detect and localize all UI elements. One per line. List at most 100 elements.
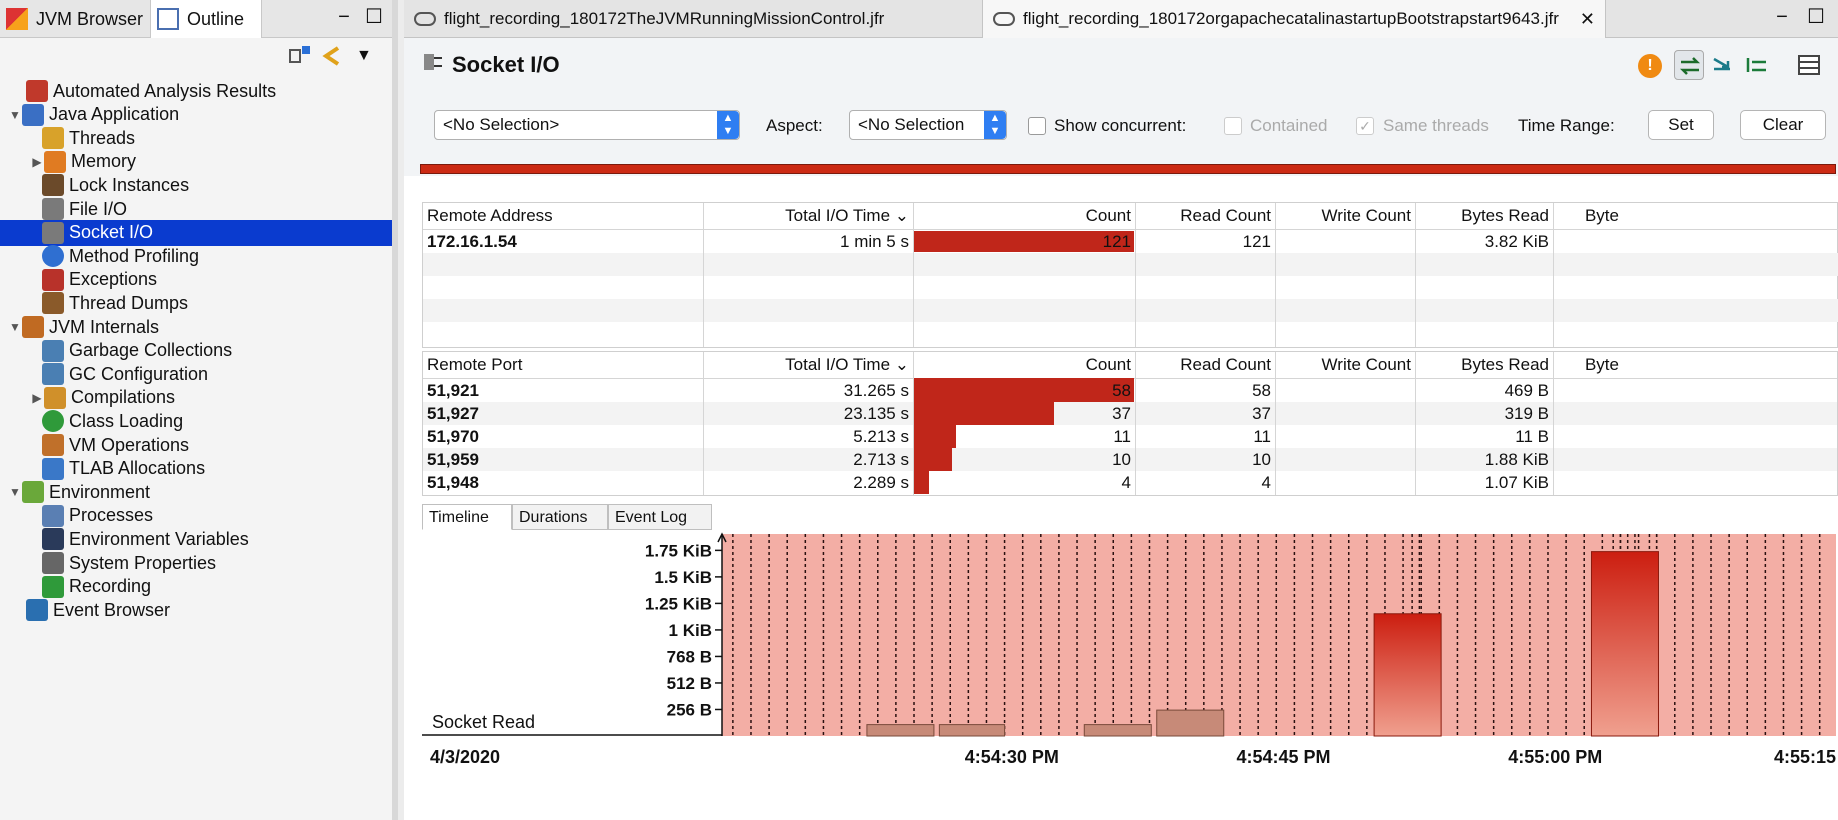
tree-item-class-loading[interactable]: Class Loading (0, 408, 392, 434)
tree-item-tlab-allocations[interactable]: TLAB Allocations (0, 456, 392, 482)
collapse-icon[interactable]: ▼ (9, 107, 21, 122)
tree-item-label: Compilations (71, 387, 176, 408)
date-label: 4/3/2020 (430, 747, 500, 767)
selection-combo[interactable]: <No Selection> ▲ ▼ (434, 110, 740, 140)
show-flow-icon[interactable] (1674, 50, 1704, 80)
show-outgoing-icon[interactable] (1742, 50, 1772, 80)
threads-icon (42, 127, 64, 150)
port-cell-time: 2.713 s (853, 450, 909, 469)
tree-item-file-i-o[interactable]: File I/O (0, 196, 392, 222)
address-header-1[interactable]: Total I/O Time ⌄ (785, 206, 909, 225)
tree-item-socket-i-o[interactable]: Socket I/O (0, 219, 392, 246)
address-header-2[interactable]: Count (1085, 206, 1131, 225)
address-header-6[interactable]: Byte (1584, 206, 1619, 225)
tree-item-java-application[interactable]: ▼ Java Application (0, 102, 392, 128)
table-row[interactable] (423, 425, 1837, 448)
link-editor-icon[interactable] (286, 42, 316, 72)
close-tab-icon[interactable]: ✕ (1579, 8, 1595, 29)
tree-item-gc-configuration[interactable]: GC Configuration (0, 361, 392, 387)
chart-bar-1 (938, 724, 1006, 737)
maximize-icon[interactable]: ☐ (365, 6, 383, 28)
address-cell-key: 172.16.1.54 (427, 232, 517, 251)
port-header-4[interactable]: Write Count (1321, 355, 1411, 374)
tree-item-label: VM Operations (69, 434, 190, 455)
editor-tab-2[interactable]: flight_recording_180172orgapachecatalina… (982, 0, 1606, 38)
tree-item-lock-instances[interactable]: Lock Instances (0, 172, 392, 198)
collapse-icon[interactable]: ▼ (9, 320, 21, 334)
port-header-3[interactable]: Read Count (1180, 355, 1271, 374)
aspect-label: Aspect: (766, 116, 823, 135)
minimize-icon[interactable]: − (338, 6, 350, 28)
table-row[interactable] (423, 402, 1837, 425)
tree-item-threads[interactable]: Threads (0, 125, 392, 151)
tree-item-vm-operations[interactable]: VM Operations (0, 432, 392, 458)
y-tick-label: 1.5 KiB (654, 568, 712, 587)
tree-item-thread-dumps[interactable]: Thread Dumps (0, 290, 392, 316)
tree-item-memory[interactable]: ▶ Memory (0, 149, 392, 175)
expand-icon[interactable]: ▶ (32, 154, 42, 169)
tree-item-method-profiling[interactable]: Method Profiling (0, 243, 392, 269)
aspect-combo[interactable]: <No Selection ▲ ▼ (849, 110, 1007, 140)
tab-outline[interactable]: Outline (150, 0, 262, 38)
tree-item-environment-variables[interactable]: Environment Variables (0, 526, 392, 552)
tab-timeline[interactable]: Timeline (422, 504, 512, 530)
show-concurrent-checkbox[interactable] (1028, 117, 1046, 135)
tab-durations[interactable]: Durations (512, 504, 608, 530)
row-stripe (423, 253, 1838, 276)
maximize-icon[interactable]: ☐ (1807, 6, 1825, 28)
table-row[interactable] (423, 379, 1837, 402)
tree-item-label: Class Loading (69, 410, 184, 431)
tab-jvm-browser[interactable]: JVM Browser (0, 0, 150, 38)
collapse-icon[interactable]: ▼ (9, 485, 21, 500)
jvm-browser-icon (6, 8, 28, 30)
set-button[interactable]: Set (1648, 110, 1714, 140)
minimize-icon[interactable]: − (1776, 6, 1788, 28)
socket-read-timeline-chart[interactable]: 256 B 512 B 768 B 1 KiB 1.25 KiB 1.5 KiB 1.75 … (404, 530, 1838, 820)
column-divider (1135, 203, 1136, 347)
tab-event-log[interactable]: Event Log (608, 504, 712, 530)
tree-item-exceptions[interactable]: Exceptions (0, 267, 392, 293)
port-header-2[interactable]: Count (1085, 355, 1131, 374)
info-icon[interactable]: ! (1638, 54, 1662, 78)
address-header-3[interactable]: Read Count (1180, 206, 1271, 225)
address-header-4[interactable]: Write Count (1321, 206, 1411, 225)
tree-item-compilations[interactable]: ▶ Compilations (0, 385, 392, 411)
address-header-5[interactable]: Bytes Read (1461, 206, 1549, 225)
table-row[interactable] (423, 471, 1837, 494)
port-header-6[interactable]: Byte (1584, 355, 1619, 374)
tree-item-processes[interactable]: Processes (0, 503, 392, 529)
port-cell-key: 51,948 (427, 473, 479, 492)
clear-button[interactable]: Clear (1740, 110, 1826, 140)
header-divider (423, 229, 1838, 230)
page-header: Socket I/O ! <No Selection> ▲ ▼ Aspect: <… (404, 38, 1838, 176)
tree-item-automated-analysis-results[interactable]: Automated Analysis Results (0, 78, 392, 104)
table-row[interactable] (423, 448, 1837, 471)
table-settings-icon[interactable] (1796, 52, 1822, 78)
expand-icon[interactable]: ▶ (32, 390, 42, 405)
tree-item-recording[interactable]: Recording (0, 574, 392, 600)
table-row[interactable] (423, 230, 1838, 253)
port-cell-read: 10 (1252, 450, 1271, 469)
show-incoming-icon[interactable] (1708, 50, 1738, 80)
contained-checkbox[interactable] (1224, 117, 1242, 135)
tree-item-garbage-collections[interactable]: Garbage Collections (0, 338, 392, 364)
tree-item-label: TLAB Allocations (69, 458, 206, 479)
exceptions-icon (42, 268, 64, 291)
tree-item-system-properties[interactable]: System Properties (0, 550, 392, 576)
chart-bar-0 (866, 724, 935, 737)
view-menu-icon[interactable]: ▼ (356, 47, 372, 64)
port-cell-bytes: 469 B (1504, 381, 1549, 400)
time-range-bar[interactable] (420, 164, 1836, 174)
port-header-0[interactable]: Remote Port (427, 355, 523, 374)
editor-tab-1[interactable]: flight_recording_180172TheJVMRunningMiss… (404, 0, 980, 38)
address-header-0[interactable]: Remote Address (427, 206, 553, 225)
tree-item-environment[interactable]: ▼ Environment (0, 479, 392, 505)
back-arrow-icon[interactable] (318, 42, 348, 72)
tree-item-jvm-internals[interactable]: ▼ JVM Internals (0, 314, 392, 340)
tree-item-event-browser[interactable]: Event Browser (0, 597, 392, 623)
port-header-1[interactable]: Total I/O Time ⌄ (785, 355, 909, 374)
same-threads-checkbox[interactable]: ✓ (1356, 117, 1374, 135)
port-header-5[interactable]: Bytes Read (1461, 355, 1549, 374)
chart-bar-5 (1590, 551, 1659, 737)
chart-bar-2 (1083, 724, 1152, 737)
